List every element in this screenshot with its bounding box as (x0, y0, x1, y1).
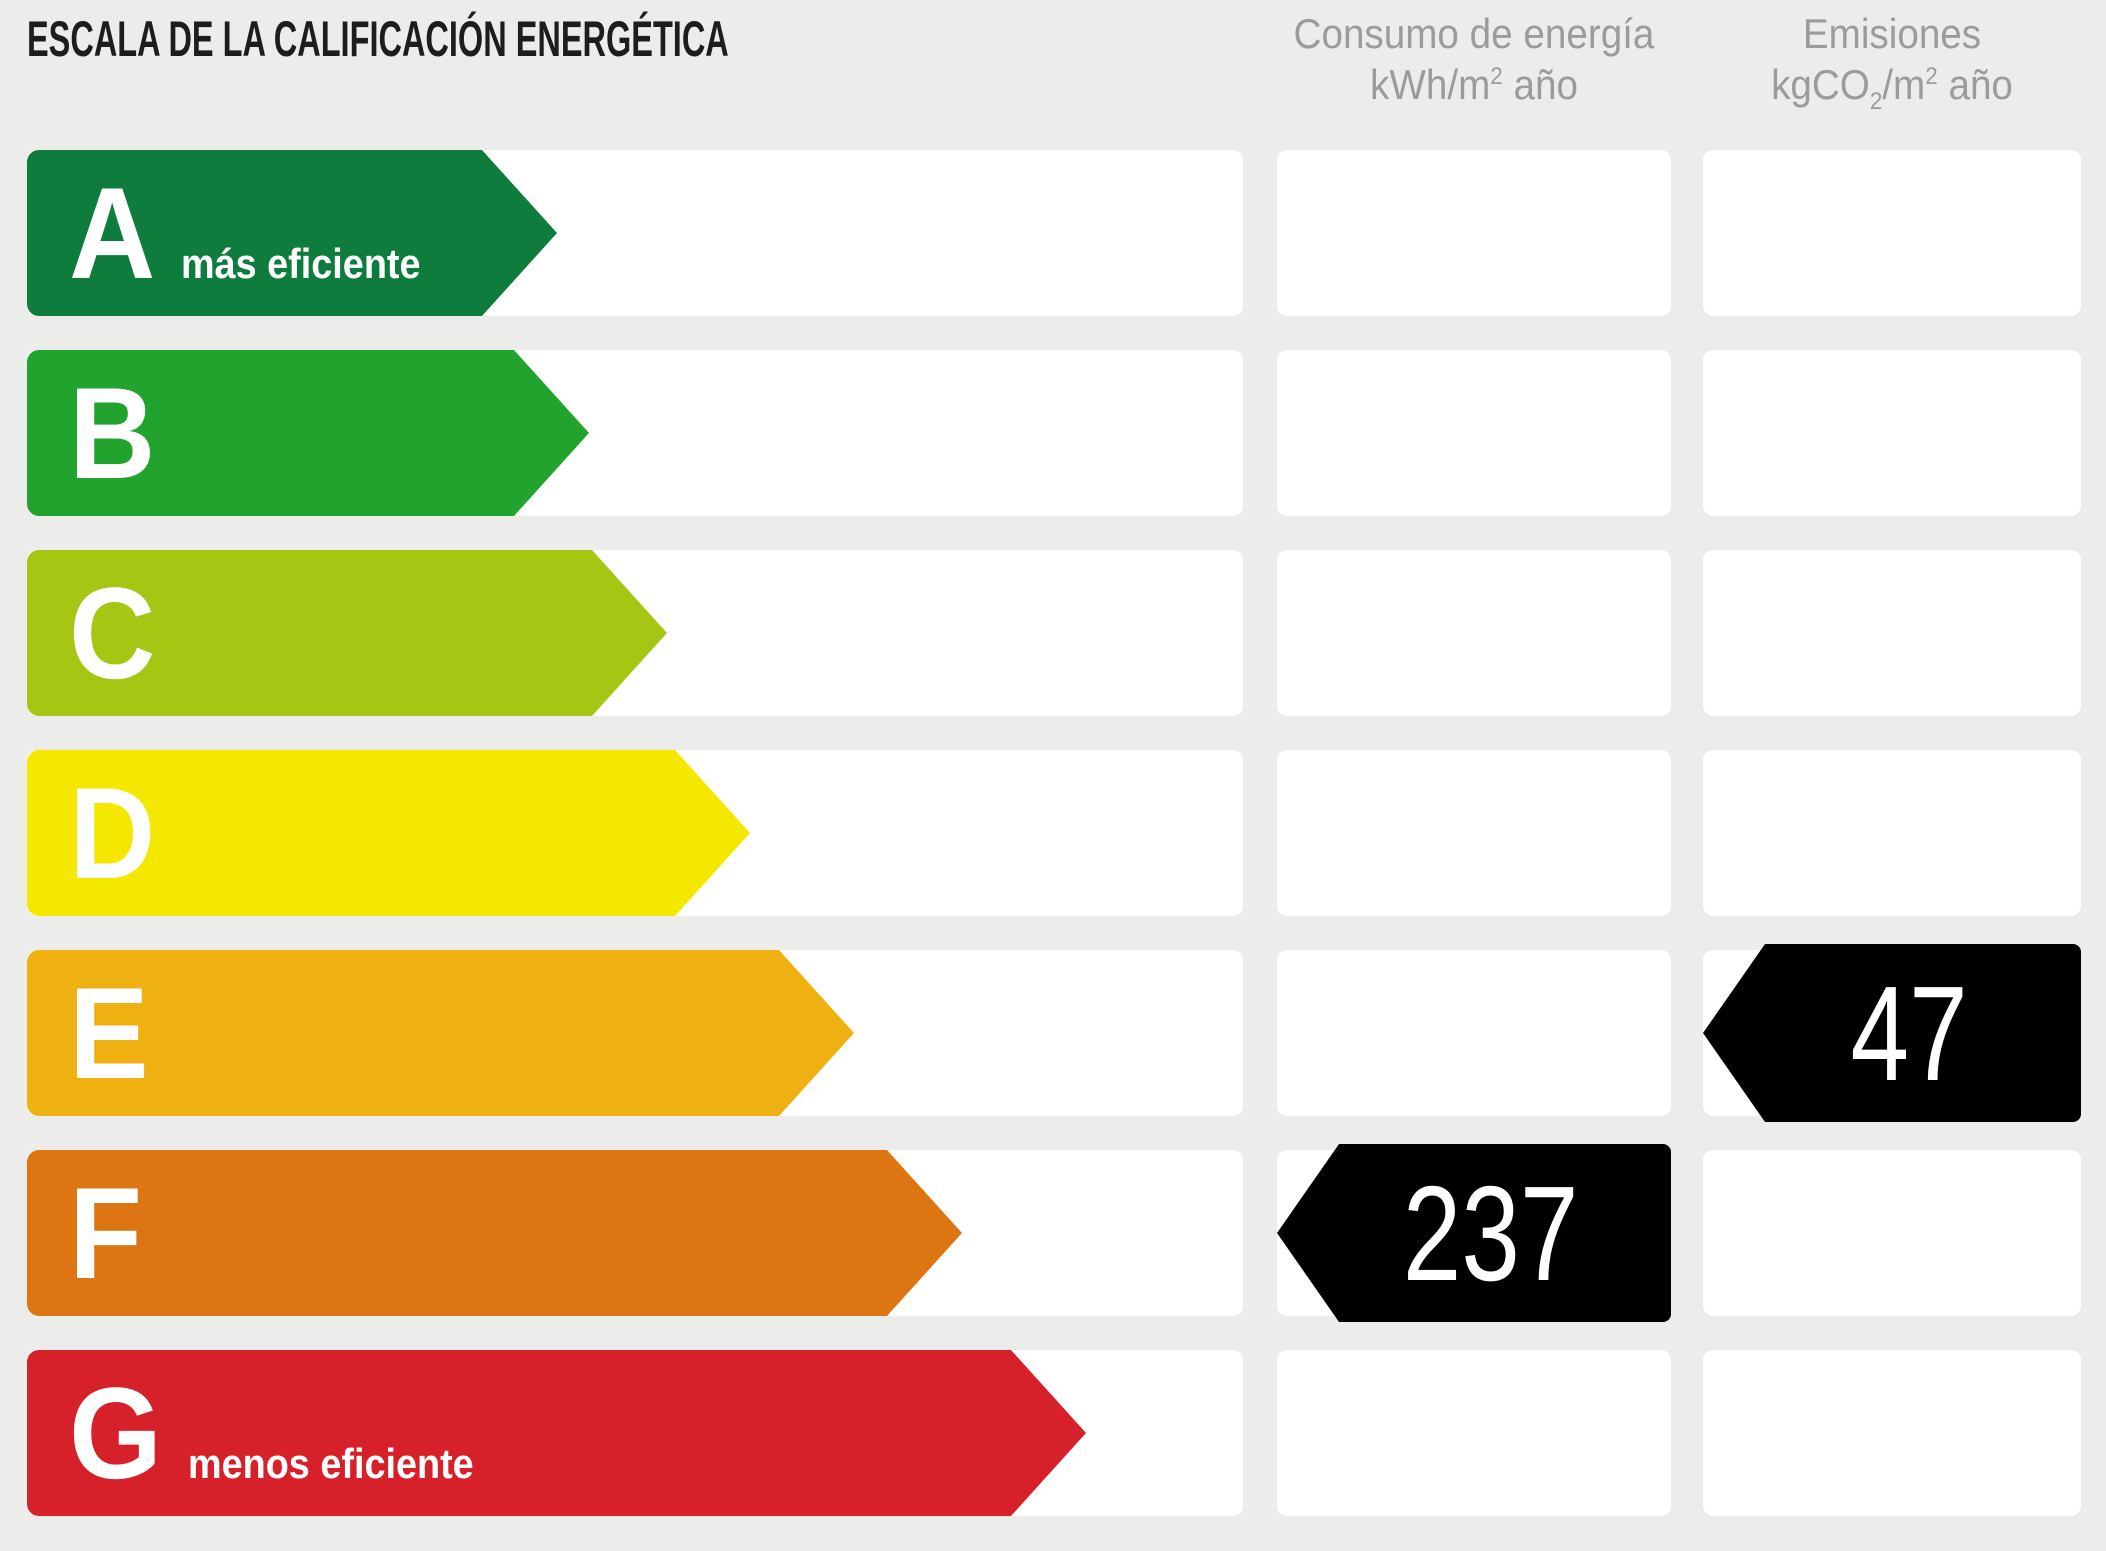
rating-bar-body-B: B (27, 350, 514, 516)
emisiones-cell-F (1703, 1150, 2081, 1316)
rating-bar-body-E: E (27, 950, 779, 1116)
consumo-header-unit: kWh/m2 año (1370, 61, 1578, 109)
emisiones-header-unit: kgCO2/m2 año (1771, 61, 2013, 116)
rating-letter-C: C (69, 560, 156, 706)
rating-row-C: C (0, 550, 2106, 716)
rating-bar-body-D: D (27, 750, 675, 916)
consumo-cell-C (1277, 550, 1671, 716)
emisiones-cell-G (1703, 1350, 2081, 1516)
bar-arrow-tip-icon-A (482, 150, 557, 316)
emisiones-cell-C (1703, 550, 2081, 716)
rating-row-F: F 237 (0, 1144, 2106, 1322)
rating-letter-F: F (69, 1160, 143, 1306)
emisiones-value: 47 (1850, 957, 1968, 1109)
rating-row-E: E 47 (0, 944, 2106, 1122)
consumo-cell-D (1277, 750, 1671, 916)
rating-letter-E: E (69, 960, 149, 1106)
rating-bar-label-G: menos eficiente (188, 1440, 474, 1487)
bar-arrow-tip-icon-G (1011, 1350, 1086, 1516)
rating-row-B: B (0, 350, 2106, 516)
rating-bar-body-F: F (27, 1150, 887, 1316)
emisiones-header-name: Emisiones (1802, 10, 1982, 57)
rating-bar-body-C: C (27, 550, 592, 716)
rating-row-D: D (0, 750, 2106, 916)
emisiones-cell-B (1703, 350, 2081, 516)
emisiones-column-header: Emisiones kgCO2/m2 año (1718, 8, 2066, 116)
consumo-pointer-tip-icon (1277, 1144, 1339, 1322)
consumo-cell-E (1277, 950, 1671, 1116)
rating-letter-B: B (69, 360, 156, 506)
consumo-header-name: Consumo de energía (1293, 10, 1655, 57)
rating-bar-F: F (27, 1150, 962, 1316)
emisiones-pointer-body: 47 (1765, 944, 2081, 1122)
rating-bar-label-A: más eficiente (180, 240, 421, 287)
rating-bar-C: C (27, 550, 667, 716)
emisiones-value-pointer: 47 (1703, 944, 2081, 1122)
consumo-pointer-body: 237 (1339, 1144, 1671, 1322)
bar-arrow-tip-icon-F (887, 1150, 962, 1316)
consumo-value-pointer: 237 (1277, 1144, 1671, 1322)
rating-letter-G: G (69, 1360, 163, 1506)
rating-bar-E: E (27, 950, 854, 1116)
consumo-value: 237 (1403, 1157, 1579, 1309)
emisiones-cell-D (1703, 750, 2081, 916)
page-title: ESCALA DE LA CALIFICACIÓN ENERGÉTICA (27, 11, 729, 67)
bar-arrow-tip-icon-E (779, 950, 854, 1116)
emisiones-pointer-tip-icon (1703, 944, 1765, 1122)
consumo-cell-G (1277, 1350, 1671, 1516)
rating-bar-D: D (27, 750, 750, 916)
consumo-column-header: Consumo de energía kWh/m2 año (1293, 8, 1655, 110)
bar-arrow-tip-icon-C (592, 550, 667, 716)
rating-letter-A: A (69, 160, 156, 306)
bar-arrow-tip-icon-D (675, 750, 750, 916)
consumo-cell-B (1277, 350, 1671, 516)
emisiones-cell-A (1703, 150, 2081, 316)
bar-arrow-tip-icon-B (514, 350, 589, 516)
rating-bar-B: B (27, 350, 589, 516)
consumo-cell-A (1277, 150, 1671, 316)
rating-letter-D: D (69, 760, 156, 906)
emisiones-cell-E: 47 (1703, 944, 2081, 1122)
consumo-cell-F: 237 (1277, 1144, 1671, 1322)
